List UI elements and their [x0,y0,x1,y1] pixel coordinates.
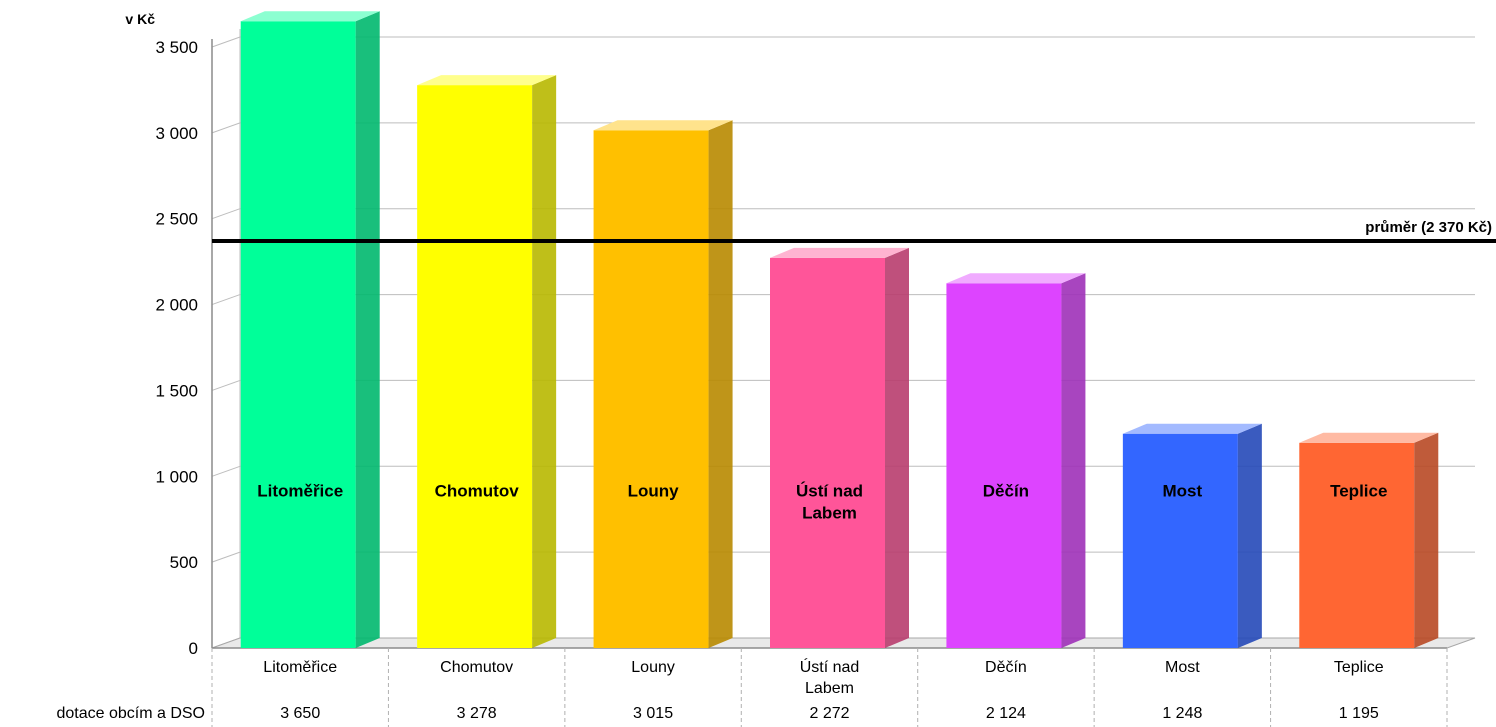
y-tick-label: 3 000 [155,124,198,143]
bar-inner-label: Louny [628,481,680,500]
data-value-label: 1 248 [1162,705,1202,722]
bar-side [532,75,557,648]
data-value-label: 2 124 [986,705,1026,722]
bar-front [417,85,533,648]
bar-3 [593,120,733,648]
bar-side [885,247,909,648]
bar-top [1122,423,1262,434]
x-category-label: Teplice [1334,659,1384,676]
x-category-label: Litoměřice [263,659,337,676]
bar-front [1299,442,1415,648]
data-value-label: 3 278 [457,705,497,722]
gridline-depth [211,122,241,134]
data-value-label: 2 272 [809,705,849,722]
x-category-label: Labem [805,680,854,697]
y-tick-label: 0 [189,639,198,658]
y-tick-label: 1 500 [155,381,198,400]
bar-inner-label: Chomutov [435,481,520,500]
x-category-label: Chomutov [440,659,513,676]
bar-top [593,120,733,131]
x-category-label: Most [1165,659,1200,676]
data-row-label: dotace obcím a DSO [56,705,205,722]
bar-inner-label: Labem [802,503,857,522]
average-line-label: průměr (2 370 Kč) [1365,219,1492,236]
bar-2 [417,75,557,648]
x-category-label: Louny [631,659,675,676]
x-category-label: Ústí nad [800,657,860,676]
bars [240,11,1439,648]
bar-top [770,247,909,258]
bar-inner-label: Děčín [983,481,1029,500]
bar-side [1061,273,1086,648]
y-tick-label: 2 500 [155,210,198,229]
bar-side [708,120,733,648]
gridline-depth [211,551,241,563]
y-tick-label: 1 000 [155,467,198,486]
gridline-depth [211,208,241,220]
bar-7 [1299,432,1439,648]
data-value-label: 3 650 [280,705,320,722]
y-tick-label: 3 500 [155,38,198,57]
bar-inner-label: Teplice [1330,481,1387,500]
bar-1 [240,11,380,648]
y-axis-unit-label: v Kč [125,11,155,27]
bar-side [1237,423,1262,648]
gridline-depth [211,465,241,477]
gridline-depth [211,36,241,48]
bar-side [1414,432,1439,648]
y-tick-label: 2 000 [155,296,198,315]
data-value-label: 1 195 [1339,705,1379,722]
gridline-depth [211,379,241,391]
bar-5 [946,273,1086,648]
bar-front [770,257,885,648]
bar-inner-label: Most [1163,481,1203,500]
bar-top [946,273,1086,284]
bar-4 [770,247,909,648]
bar-inner-label: Ústí nad [796,481,863,500]
gridline-depth [211,294,241,306]
bar-inner-label: Litoměřice [257,481,343,500]
y-tick-label: 500 [170,553,198,572]
bar-front [1122,433,1238,648]
x-category-label: Děčín [985,659,1027,676]
bar-front [946,283,1062,648]
bar-top [417,75,557,86]
data-value-label: 3 015 [633,705,673,722]
bar-front [593,130,709,648]
bar-top [240,11,380,22]
bar-front [240,21,356,648]
bar-6 [1122,423,1262,648]
bar-top [1299,432,1439,443]
bar-side [355,11,380,648]
labels: 0 500 1 000 1 500 2 000 2 500 3 000 3 500 Litomě… [155,38,1492,722]
